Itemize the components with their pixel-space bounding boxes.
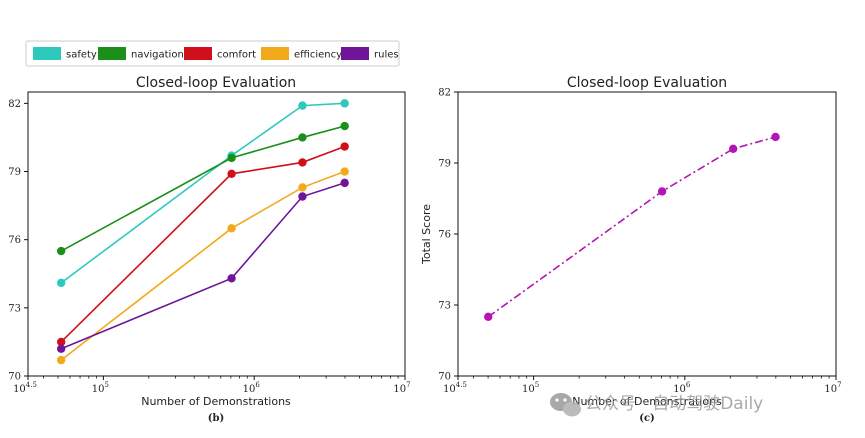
chart-b-ytick-label: 70 <box>8 372 21 383</box>
chart-c-ytick-label: 76 <box>438 230 451 241</box>
chart-b-point-navigation-0 <box>56 246 66 256</box>
chart-b-point-navigation-2 <box>298 133 307 142</box>
chart-b-point-navigation-1 <box>227 153 236 163</box>
legend-swatch-safety <box>33 47 61 60</box>
chart-b-point-rules-2 <box>298 192 307 201</box>
chart-b-point-safety-2 <box>298 101 307 110</box>
chart-b-point-rules-3 <box>340 178 349 188</box>
chart-b-xtick-label: 107 <box>393 381 410 395</box>
legend-swatch-comfort <box>184 47 212 60</box>
chart-c-xtick-label: 106 <box>673 381 691 395</box>
chart-b-point-efficiency-1 <box>227 224 236 233</box>
chart-c-xtick-label: 104.5 <box>443 381 467 395</box>
chart-c-ytick-label: 79 <box>438 159 451 170</box>
chart-b-xtick-label: 104.5 <box>13 381 37 395</box>
chart-b-point-comfort-1 <box>227 169 236 178</box>
chart-c-point-total-0 <box>484 312 493 322</box>
chart-c-xtick-label: 105 <box>522 381 539 395</box>
legend: safety navigation comfort efficiency rules <box>25 40 400 67</box>
chart-b-xtick-label: 105 <box>92 381 109 395</box>
chart-c-point-total-2 <box>728 144 738 153</box>
chart-b-ytick-label: 76 <box>8 235 21 246</box>
legend-swatch-navigation <box>98 47 126 60</box>
chart-b-point-safety-3 <box>340 99 349 108</box>
chart-b-line-efficiency <box>60 170 345 361</box>
chart-b-ytick-label: 73 <box>8 303 21 314</box>
chart-c-ylabel: Total Score <box>420 204 433 265</box>
chart-b-point-navigation-3 <box>340 121 349 131</box>
chart-b-plot-area <box>27 91 406 377</box>
chart-c-ytick-label: 82 <box>438 88 451 99</box>
chart-b-line-safety <box>60 102 345 284</box>
legend-swatch-efficiency <box>261 47 289 60</box>
chart-b-point-comfort-0 <box>56 337 66 347</box>
chart-b-line-rules <box>60 182 345 350</box>
chart-b-point-efficiency-2 <box>298 183 307 192</box>
chart-b-panel-label: (b) <box>208 413 224 424</box>
chart-b: Closed-loop Evaluation 70 73 76 79 82 104.5 10… <box>8 75 410 424</box>
chart-b-point-rules-0 <box>56 344 66 353</box>
chart-b-point-efficiency-3 <box>340 167 349 176</box>
chart-c-title: Closed-loop Evaluation <box>567 75 727 91</box>
chart-c-xtick-label: 107 <box>824 381 841 395</box>
chart-b-line-comfort <box>60 145 345 343</box>
legend-swatch-rules <box>341 47 369 60</box>
chart-b-point-comfort-3 <box>340 142 349 151</box>
chart-b-xlabel: Number of Demonstrations <box>141 395 291 408</box>
chart-b-point-comfort-2 <box>298 158 307 167</box>
chart-c-ytick-label: 73 <box>438 301 451 312</box>
chart-b-line-navigation <box>60 125 345 252</box>
chart-c-point-total-1 <box>657 187 667 196</box>
legend-label-rules: rules <box>374 50 399 61</box>
wechat-icon <box>550 393 581 417</box>
chart-c-ytick-label: 70 <box>438 372 451 383</box>
chart-c-point-total-3 <box>771 132 780 142</box>
chart-b-point-rules-1 <box>227 274 236 283</box>
chart-c-panel-label: (c) <box>639 413 655 424</box>
watermark: 公众号 · 自动驾驶Daily <box>550 393 763 417</box>
chart-c: Closed-loop Evaluation 70 73 76 79 82 104.5 10… <box>420 75 842 424</box>
chart-c-line-total <box>487 136 776 318</box>
chart-b-ytick-label: 79 <box>8 167 21 178</box>
watermark-text: 公众号 · 自动驾驶Daily <box>585 394 763 414</box>
legend-label-navigation: navigation <box>131 50 184 61</box>
chart-b-point-efficiency-0 <box>56 355 66 365</box>
chart-c-xlabel: Number of Demonstrations <box>572 395 722 408</box>
chart-b-xtick-label: 106 <box>243 381 261 395</box>
legend-label-safety: safety <box>66 50 97 61</box>
legend-label-comfort: comfort <box>217 50 256 61</box>
chart-b-ytick-label: 82 <box>8 99 21 110</box>
chart-b-title: Closed-loop Evaluation <box>136 75 296 91</box>
chart-c-plot-area <box>457 91 837 377</box>
chart-b-point-safety-0 <box>56 278 66 288</box>
legend-label-efficiency: efficiency <box>294 50 342 61</box>
